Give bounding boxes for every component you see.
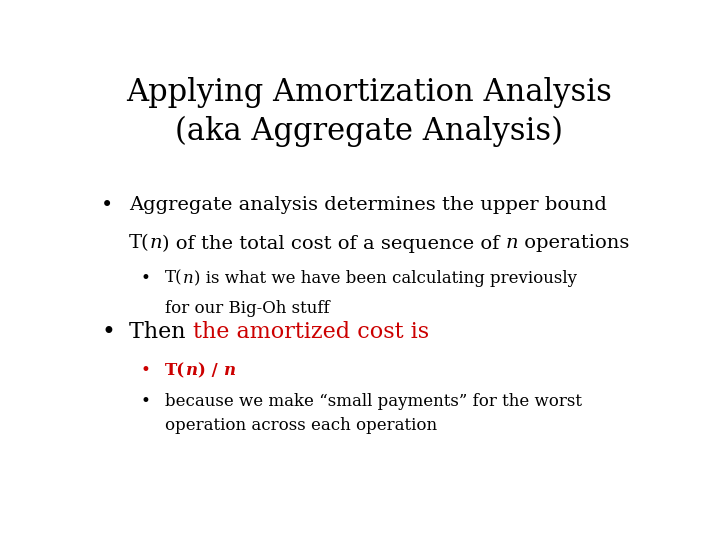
Text: ) of the total cost of a sequence of: ) of the total cost of a sequence of: [162, 234, 506, 253]
Text: for our Big-Oh stuff: for our Big-Oh stuff: [166, 300, 330, 317]
Text: Applying Amortization Analysis
(aka Aggregate Analysis): Applying Amortization Analysis (aka Aggr…: [126, 77, 612, 147]
Text: T(: T(: [166, 362, 186, 379]
Text: because we make “small payments” for the worst
operation across each operation: because we make “small payments” for the…: [166, 393, 582, 434]
Text: n: n: [150, 234, 162, 252]
Text: ) is what we have been calculating previously: ) is what we have been calculating previ…: [194, 270, 577, 287]
Text: Then: Then: [129, 321, 193, 342]
Text: the amortized cost is: the amortized cost is: [193, 321, 429, 342]
Text: T(: T(: [129, 234, 150, 252]
Text: •: •: [140, 270, 150, 287]
Text: n: n: [183, 270, 194, 287]
Text: •: •: [101, 321, 115, 343]
Text: n: n: [506, 234, 518, 252]
Text: ) /: ) /: [197, 362, 223, 379]
Text: T(: T(: [166, 270, 183, 287]
Text: n: n: [223, 362, 235, 379]
Text: •: •: [140, 393, 150, 410]
Text: operations: operations: [518, 234, 630, 252]
Text: •: •: [140, 362, 150, 379]
Text: n: n: [186, 362, 197, 379]
Text: Aggregate analysis determines the upper bound: Aggregate analysis determines the upper …: [129, 196, 607, 214]
Text: •: •: [101, 196, 114, 215]
